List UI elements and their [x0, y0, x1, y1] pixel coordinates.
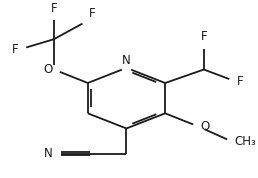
Text: F: F [12, 43, 19, 56]
Text: N: N [44, 147, 53, 160]
Text: O: O [200, 120, 209, 133]
Text: O: O [43, 63, 53, 76]
Text: N: N [122, 54, 131, 67]
Text: F: F [237, 75, 243, 88]
Text: F: F [200, 30, 207, 43]
Text: F: F [51, 2, 57, 15]
Text: CH₃: CH₃ [234, 135, 256, 148]
Text: F: F [89, 7, 96, 20]
